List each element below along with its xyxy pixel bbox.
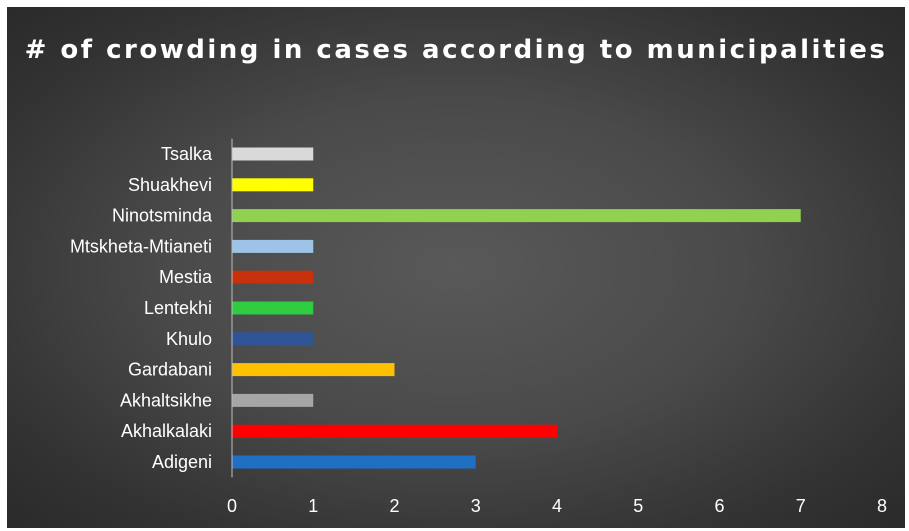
category-label-khulo: Khulo <box>166 329 212 349</box>
bar-tsalka <box>232 147 314 161</box>
category-labels: Adigeni Akhalkalaki Akhaltsikhe Gardabani Kh… <box>70 144 213 472</box>
category-label-gardabani: Gardabani <box>128 360 212 380</box>
bar-ninotsminda <box>232 209 801 223</box>
category-label-adigeni: Adigeni <box>152 452 212 472</box>
category-label-akhalkalaki: Akhalkalaki <box>121 421 212 441</box>
category-label-lentekhi: Lentekhi <box>144 298 212 318</box>
x-tick-label-3: 3 <box>471 496 481 516</box>
x-tick-label-7: 7 <box>796 496 806 516</box>
category-label-ninotsminda: Ninotsminda <box>112 206 213 226</box>
x-axis-tick-labels: 0 1 2 3 4 5 6 7 8 <box>227 496 887 516</box>
x-tick-label-0: 0 <box>227 496 237 516</box>
x-tick-label-6: 6 <box>714 496 724 516</box>
chart-title: # of crowding in cases according to muni… <box>24 35 888 65</box>
bar-mtskheta-mtianeti <box>232 239 314 253</box>
bar-mestia <box>232 270 314 284</box>
bar-shuakhevi <box>232 178 314 192</box>
category-label-shuakhevi: Shuakhevi <box>128 175 212 195</box>
x-tick-label-4: 4 <box>552 496 562 516</box>
x-tick-label-5: 5 <box>633 496 643 516</box>
category-label-akhaltsikhe: Akhaltsikhe <box>120 390 212 410</box>
category-label-tsalka: Tsalka <box>161 144 213 164</box>
chart-area: # of crowding in cases according to muni… <box>7 7 905 528</box>
x-tick-label-2: 2 <box>389 496 399 516</box>
x-tick-label-1: 1 <box>308 496 318 516</box>
bar-akhaltsikhe <box>232 393 314 407</box>
category-label-mtskheta-mtianeti: Mtskheta-Mtianeti <box>70 236 212 256</box>
bar-khulo <box>232 332 314 346</box>
bar-lentekhi <box>232 301 314 315</box>
bar-adigeni <box>232 455 476 469</box>
bar-chart: Adigeni Akhalkalaki Akhaltsikhe Gardabani Kh… <box>70 138 887 516</box>
bar-akhalkalaki <box>232 424 557 438</box>
bars-layer <box>232 147 801 469</box>
bar-gardabani <box>232 363 395 377</box>
x-tick-label-8: 8 <box>877 496 887 516</box>
category-label-mestia: Mestia <box>159 267 213 287</box>
